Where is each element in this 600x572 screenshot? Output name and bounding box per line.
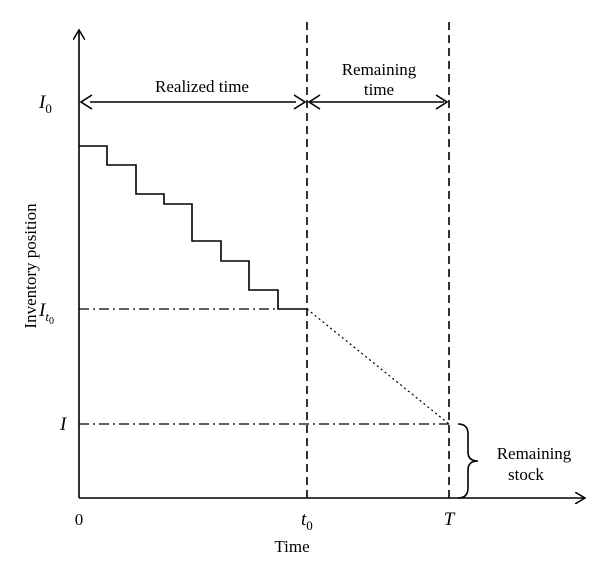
- y-tick-I: I: [59, 414, 68, 435]
- x-axis-label: Time: [274, 537, 309, 556]
- y-axis-label: Inventory position: [21, 203, 40, 329]
- realized-time-arrow-right-head: [293, 94, 307, 110]
- projection-dotted-line: [306, 308, 450, 425]
- realized-time-arrow-left-head: [79, 94, 93, 110]
- remaining-time-arrow-left-head: [307, 94, 321, 110]
- y-tick-It0: It0: [38, 300, 54, 327]
- remaining-stock-brace: [457, 423, 479, 499]
- realized-time-label: Realized time: [155, 77, 249, 96]
- x-tick-t0: t0: [301, 509, 313, 533]
- remaining-time-arrow-right-head: [435, 94, 449, 110]
- remaining-stock-label-line2: stock: [508, 465, 544, 484]
- x-tick-T: T: [444, 509, 456, 530]
- y-tick-I0: I0: [38, 92, 52, 116]
- inventory-step-curve: [79, 145, 307, 310]
- x-tick-origin: 0: [75, 510, 84, 529]
- remaining-time-label-line2: time: [364, 80, 394, 99]
- remaining-time-label-line1: Remaining: [342, 60, 417, 79]
- remaining-stock-label-line1: Remaining: [497, 444, 572, 463]
